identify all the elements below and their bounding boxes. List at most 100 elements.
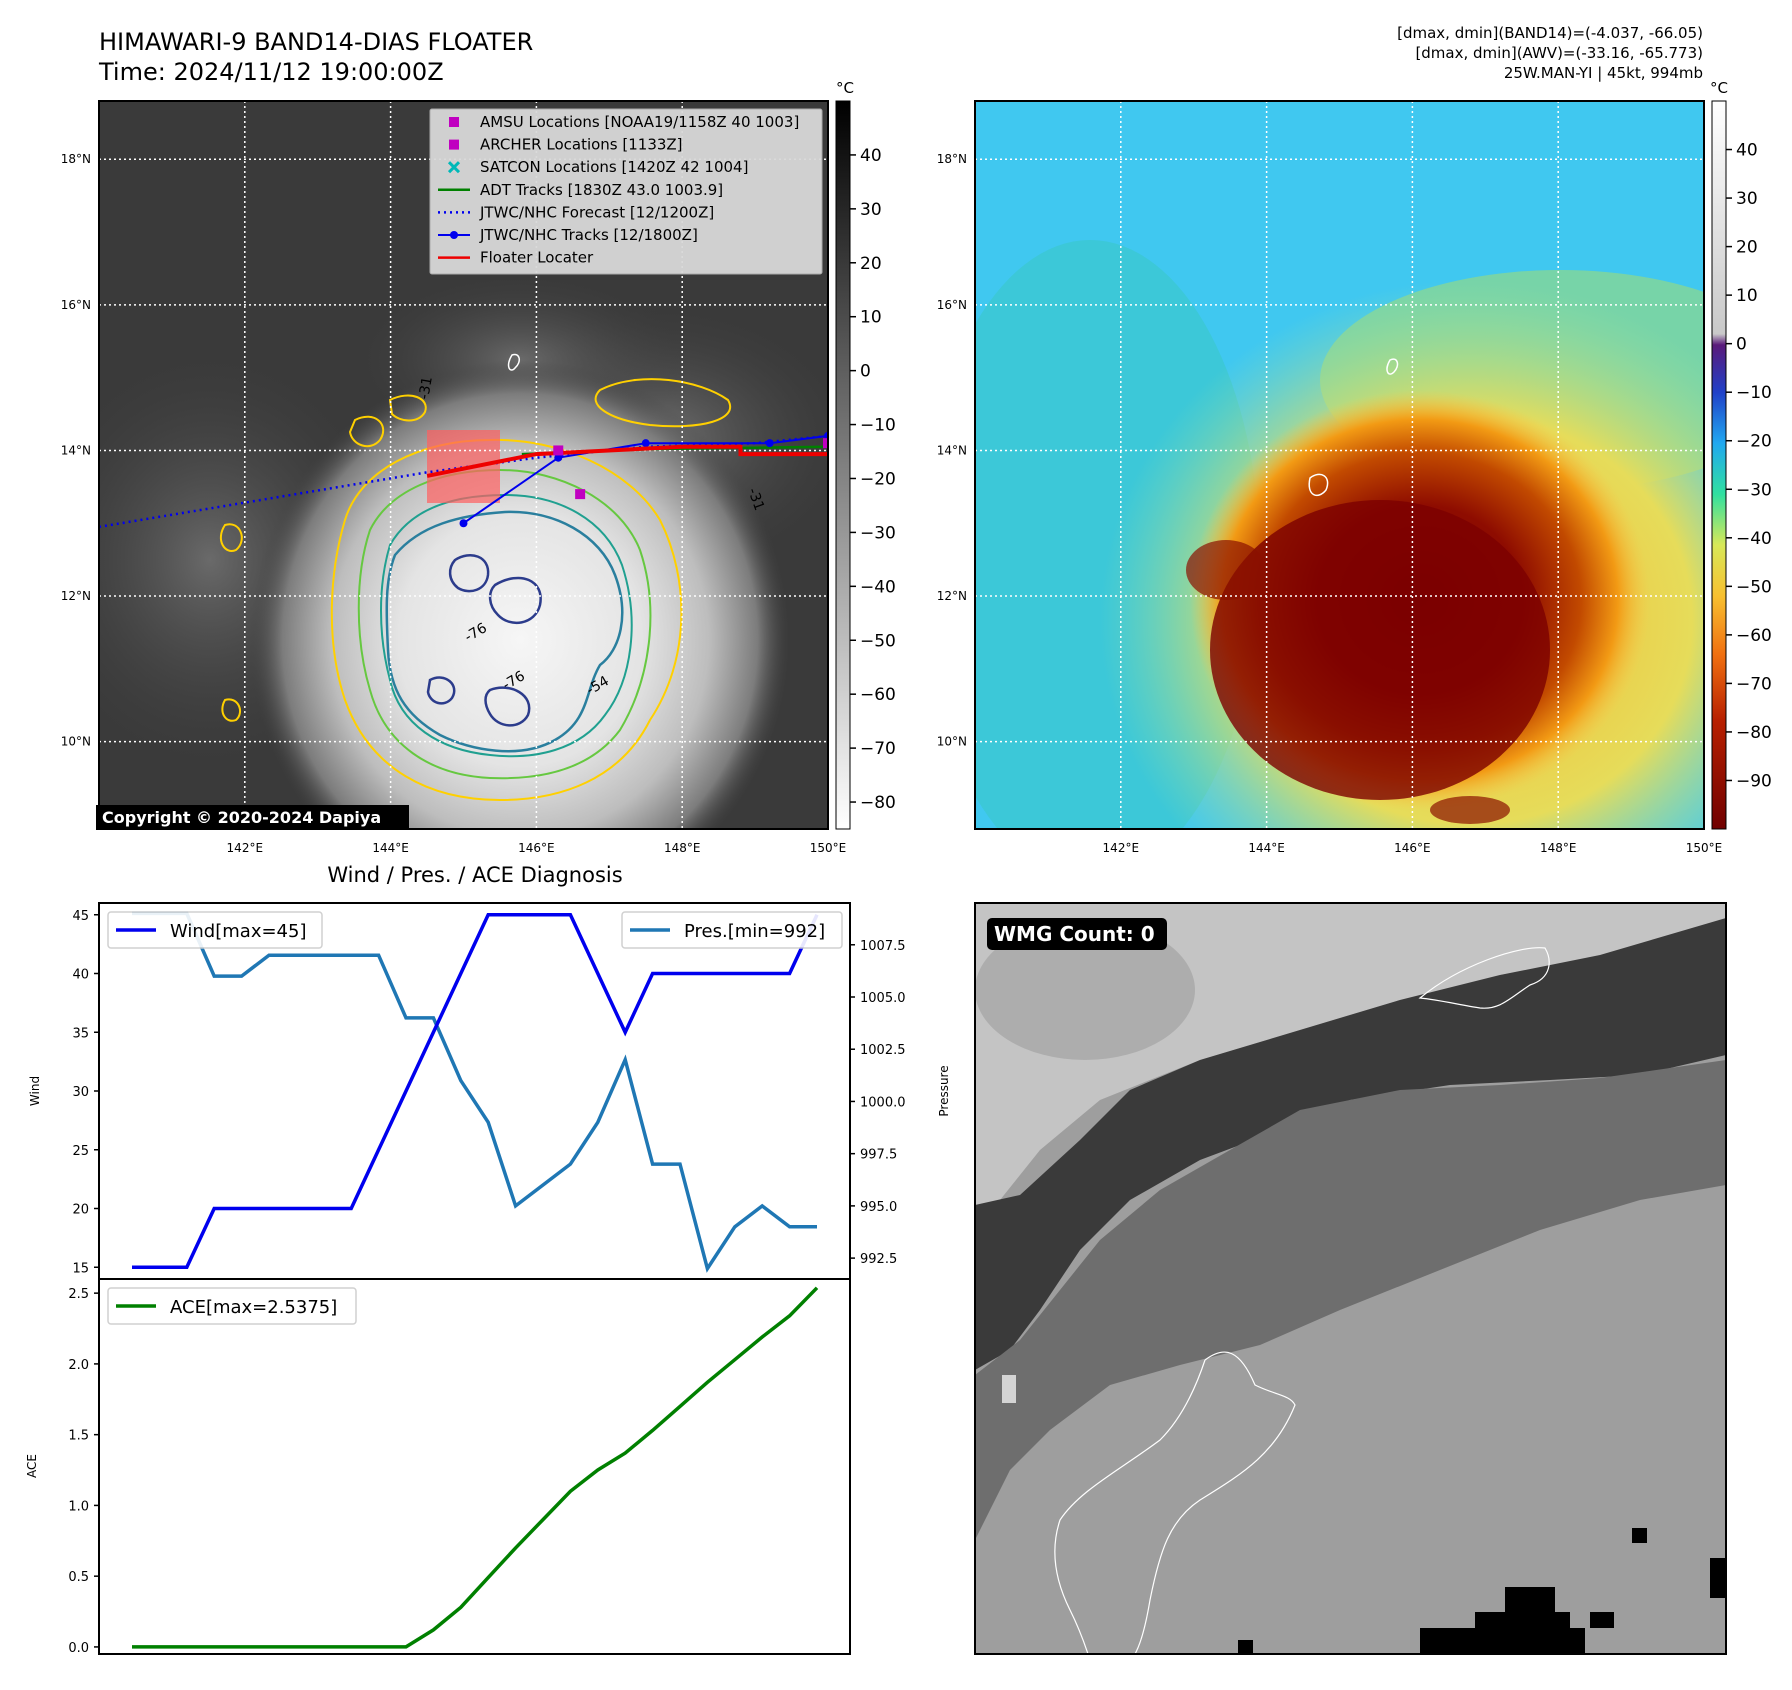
colorbar-tick-label: −50 [1736, 577, 1772, 597]
colorbar-tick-label: −20 [1736, 432, 1772, 452]
stats-line3: 25W.MAN-YI | 45kt, 994mb [1504, 64, 1703, 82]
ace-legend-label: ACE[max=2.5375] [170, 1297, 337, 1318]
wind-y-tick-label: 35 [72, 1026, 89, 1041]
jtwc-track-point [765, 439, 774, 448]
jtwc-track-point [554, 453, 563, 462]
lat-tick-label: 14°N [61, 443, 91, 457]
wind-y-tick-label: 45 [72, 909, 89, 924]
colorbar-tick-label: −20 [860, 469, 896, 489]
colorbar-tick-label: −90 [1736, 771, 1772, 791]
lat-tick-label: 16°N [61, 298, 91, 312]
legend-marker-dot [450, 231, 458, 239]
lon-tick-label: 150°E [1686, 841, 1723, 855]
colorbar-tick-label: −40 [860, 577, 896, 597]
legend-item-label: SATCON Locations [1420Z 42 1004] [480, 158, 748, 176]
figure-title-line1: HIMAWARI-9 BAND14-DIAS FLOATER [99, 28, 533, 56]
pressure-y-ticks: 992.5 995.0 997.5 1000.0 1002.5 1005.0 1007.5 [850, 939, 906, 1267]
wmg-panel: WMG Count: 0 [974, 902, 1727, 1655]
colorbar-tick-label: 30 [860, 200, 882, 220]
wind-y-tick-label: 30 [72, 1085, 89, 1100]
lat-tick-label: 12°N [937, 589, 967, 603]
colorbar-tick-label: −10 [860, 416, 896, 436]
lon-tick-label: 148°E [1540, 841, 1577, 855]
ir-map-frame [98, 100, 829, 830]
pressure-y-tick-label: 992.5 [860, 1252, 897, 1267]
wind-y-ticks: 15 20 25 30 35 40 45 [72, 909, 99, 1276]
colorbar-tick-label: −30 [860, 523, 896, 543]
ir-legend: AMSU Locations [NOAA19/1158Z 40 1003] ARC… [429, 108, 823, 275]
pressure-y-tick-label: 995.0 [860, 1200, 897, 1215]
colorbar-tick-label: 20 [1736, 238, 1758, 258]
colorbar-tick-label: −60 [1736, 626, 1772, 646]
lat-tick-label: 10°N [937, 735, 967, 749]
ace-y-tick-label: 0.0 [68, 1641, 89, 1656]
wind-series-line [132, 913, 819, 1270]
contour-label: -31 [416, 375, 436, 400]
lon-tick-label: 144°E [1248, 841, 1285, 855]
amsu-location-marker [823, 438, 828, 449]
lon-tick-label: 144°E [372, 841, 409, 855]
lon-tick-label: 142°E [227, 841, 264, 855]
pressure-y-tick-label: 1007.5 [860, 939, 906, 954]
lat-tick-label: 12°N [61, 589, 91, 603]
colorbar-tick-label: −80 [860, 793, 896, 813]
colorbar-tick-label: −80 [1736, 723, 1772, 743]
wind-y-tick-label: 25 [72, 1144, 89, 1159]
wind-y-tick-label: 15 [72, 1261, 89, 1276]
lat-tick-label: 18°N [937, 152, 967, 166]
colorbar-tick-label: −70 [860, 739, 896, 759]
lat-tick-label: 14°N [937, 443, 967, 457]
colorbar-tick-label: 0 [1736, 335, 1747, 355]
lat-tick-label: 10°N [61, 735, 91, 749]
wind-legend-label: Wind[max=45] [170, 921, 307, 942]
ir-colorbar [835, 100, 851, 830]
colorbar-tick-label: −40 [1736, 529, 1772, 549]
contour-label: -31 [744, 486, 767, 513]
diagnosis-panel: Wind / Pres. / ACE Diagnosis 15 20 25 30 35 4… [25, 863, 951, 1656]
wind-y-tick-label: 40 [72, 968, 89, 983]
legend-item-label: ARCHER Locations [1133Z] [480, 136, 683, 154]
colorbar-tick-label: −50 [860, 631, 896, 651]
pressure-legend-label: Pres.[min=992] [684, 921, 825, 942]
ace-y-tick-label: 2.5 [68, 1287, 89, 1302]
ace-legend: ACE[max=2.5375] [107, 1287, 357, 1325]
colorbar-tick-label: 20 [860, 254, 882, 274]
archer-location-marker [553, 445, 564, 456]
ir-lat-labels: 18°N 16°N 14°N 12°N 10°N [61, 152, 91, 748]
copyright-text: Copyright © 2020-2024 Dapiya [102, 808, 381, 827]
wmg-count-box [987, 918, 1167, 950]
legend-item-label: ADT Tracks [1830Z 43.0 1003.9] [480, 181, 723, 199]
lon-tick-label: 148°E [664, 841, 701, 855]
legend-marker-square [449, 139, 459, 150]
colorbar-tick-label: −60 [860, 685, 896, 705]
ace-y-tick-label: 1.0 [68, 1499, 89, 1514]
pressure-legend: Pres.[min=992] [621, 911, 843, 949]
legend-item-label: Floater Locater [480, 249, 594, 267]
wind-ylabel: Wind [28, 1076, 42, 1106]
lon-tick-label: 146°E [1394, 841, 1431, 855]
ir-panel: 18°N 16°N 14°N 12°N 10°N 142°E 144°E 146°E 148°… [61, 79, 896, 855]
ir-colorbar-unit: °C [836, 79, 854, 97]
lat-tick-label: 18°N [61, 152, 91, 166]
pressure-ylabel: Pressure [937, 1065, 951, 1116]
ir-colorbar-ticks: 40 30 20 10 0 −10 −20 −30 −40 −50 −60 −70 −80 [850, 146, 896, 813]
figure-title-line2: Time: 2024/11/12 19:00:00Z [98, 58, 444, 86]
lon-tick-label: 146°E [518, 841, 555, 855]
jtwc-track-point [641, 439, 650, 448]
stats-line2: [dmax, dmin](AWV)=(-33.16, -65.773) [1415, 44, 1703, 62]
legend-item-label: JTWC/NHC Tracks [12/1800Z] [479, 226, 698, 244]
lat-tick-label: 16°N [937, 298, 967, 312]
colorbar-tick-label: 10 [1736, 286, 1758, 306]
stats-line1: [dmax, dmin](BAND14)=(-4.037, -66.05) [1397, 24, 1703, 42]
wmg-count-label: WMG Count: 0 [994, 922, 1155, 946]
wind-y-tick-label: 20 [72, 1203, 89, 1218]
colorbar-tick-label: 40 [860, 146, 882, 166]
ace-y-tick-label: 2.0 [68, 1358, 89, 1373]
copyright-box [96, 805, 409, 830]
ace-y-tick-label: 0.5 [68, 1570, 89, 1585]
legend-item-label: JTWC/NHC Forecast [12/1200Z] [479, 203, 714, 221]
ir-lon-labels: 142°E 144°E 146°E 148°E 150°E [227, 841, 847, 855]
colorbar-tick-label: −30 [1736, 480, 1772, 500]
colorbar-tick-label: 40 [1736, 141, 1758, 161]
